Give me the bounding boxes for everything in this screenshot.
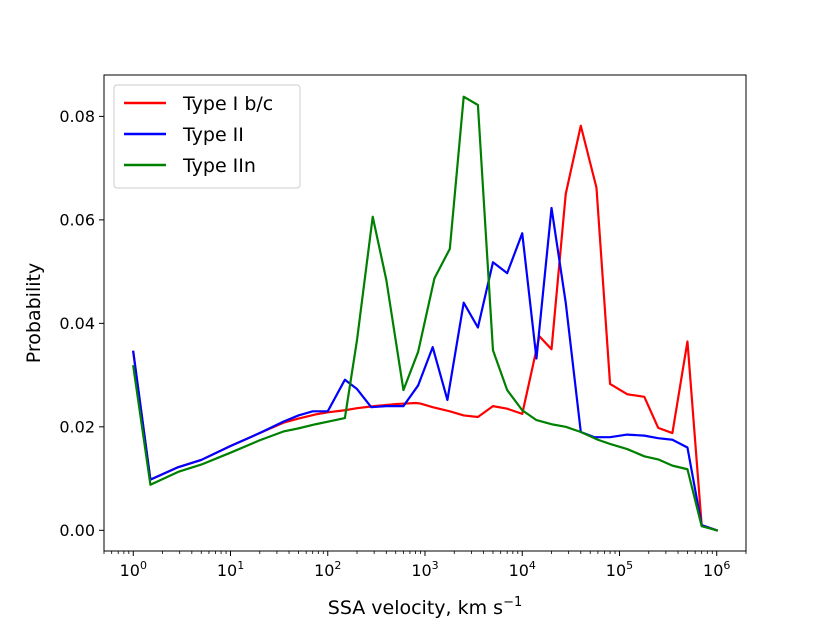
y-axis-label: Probability [23,263,45,363]
series-line-2 [132,206,719,532]
legend-label-3: Type IIn [182,155,256,177]
legend: Type I b/c Type II Type IIn [113,84,301,189]
series-line-3 [132,95,719,532]
x-tick-label-3: 103 [411,559,438,580]
y-tick-label-1: 0.02 [59,417,95,436]
x-tick-label-2: 102 [314,559,341,580]
x-tick-label-0: 100 [120,559,147,580]
y-tick-label-3: 0.06 [59,210,95,229]
legend-box [113,84,301,189]
x-tick-label-6: 106 [703,559,730,580]
legend-label-2: Type II [182,124,244,146]
y-tick-label-2: 0.04 [59,314,95,333]
x-axis-label: SSA velocity, km s−1 [328,595,522,619]
x-tick-label-5: 105 [606,559,633,580]
x-tick-label-1: 101 [217,559,244,580]
legend-label-1: Type I b/c [182,93,273,115]
x-tick-label-4: 104 [509,559,536,580]
tick-layer: 100 101 102 103 104 105 106 0.00 0.02 0.04 0.06 0.0… [59,107,747,580]
series-layer [132,95,719,532]
y-tick-label-0: 0.00 [59,521,95,540]
plot-frame [103,74,747,552]
y-tick-label-4: 0.08 [59,107,95,126]
